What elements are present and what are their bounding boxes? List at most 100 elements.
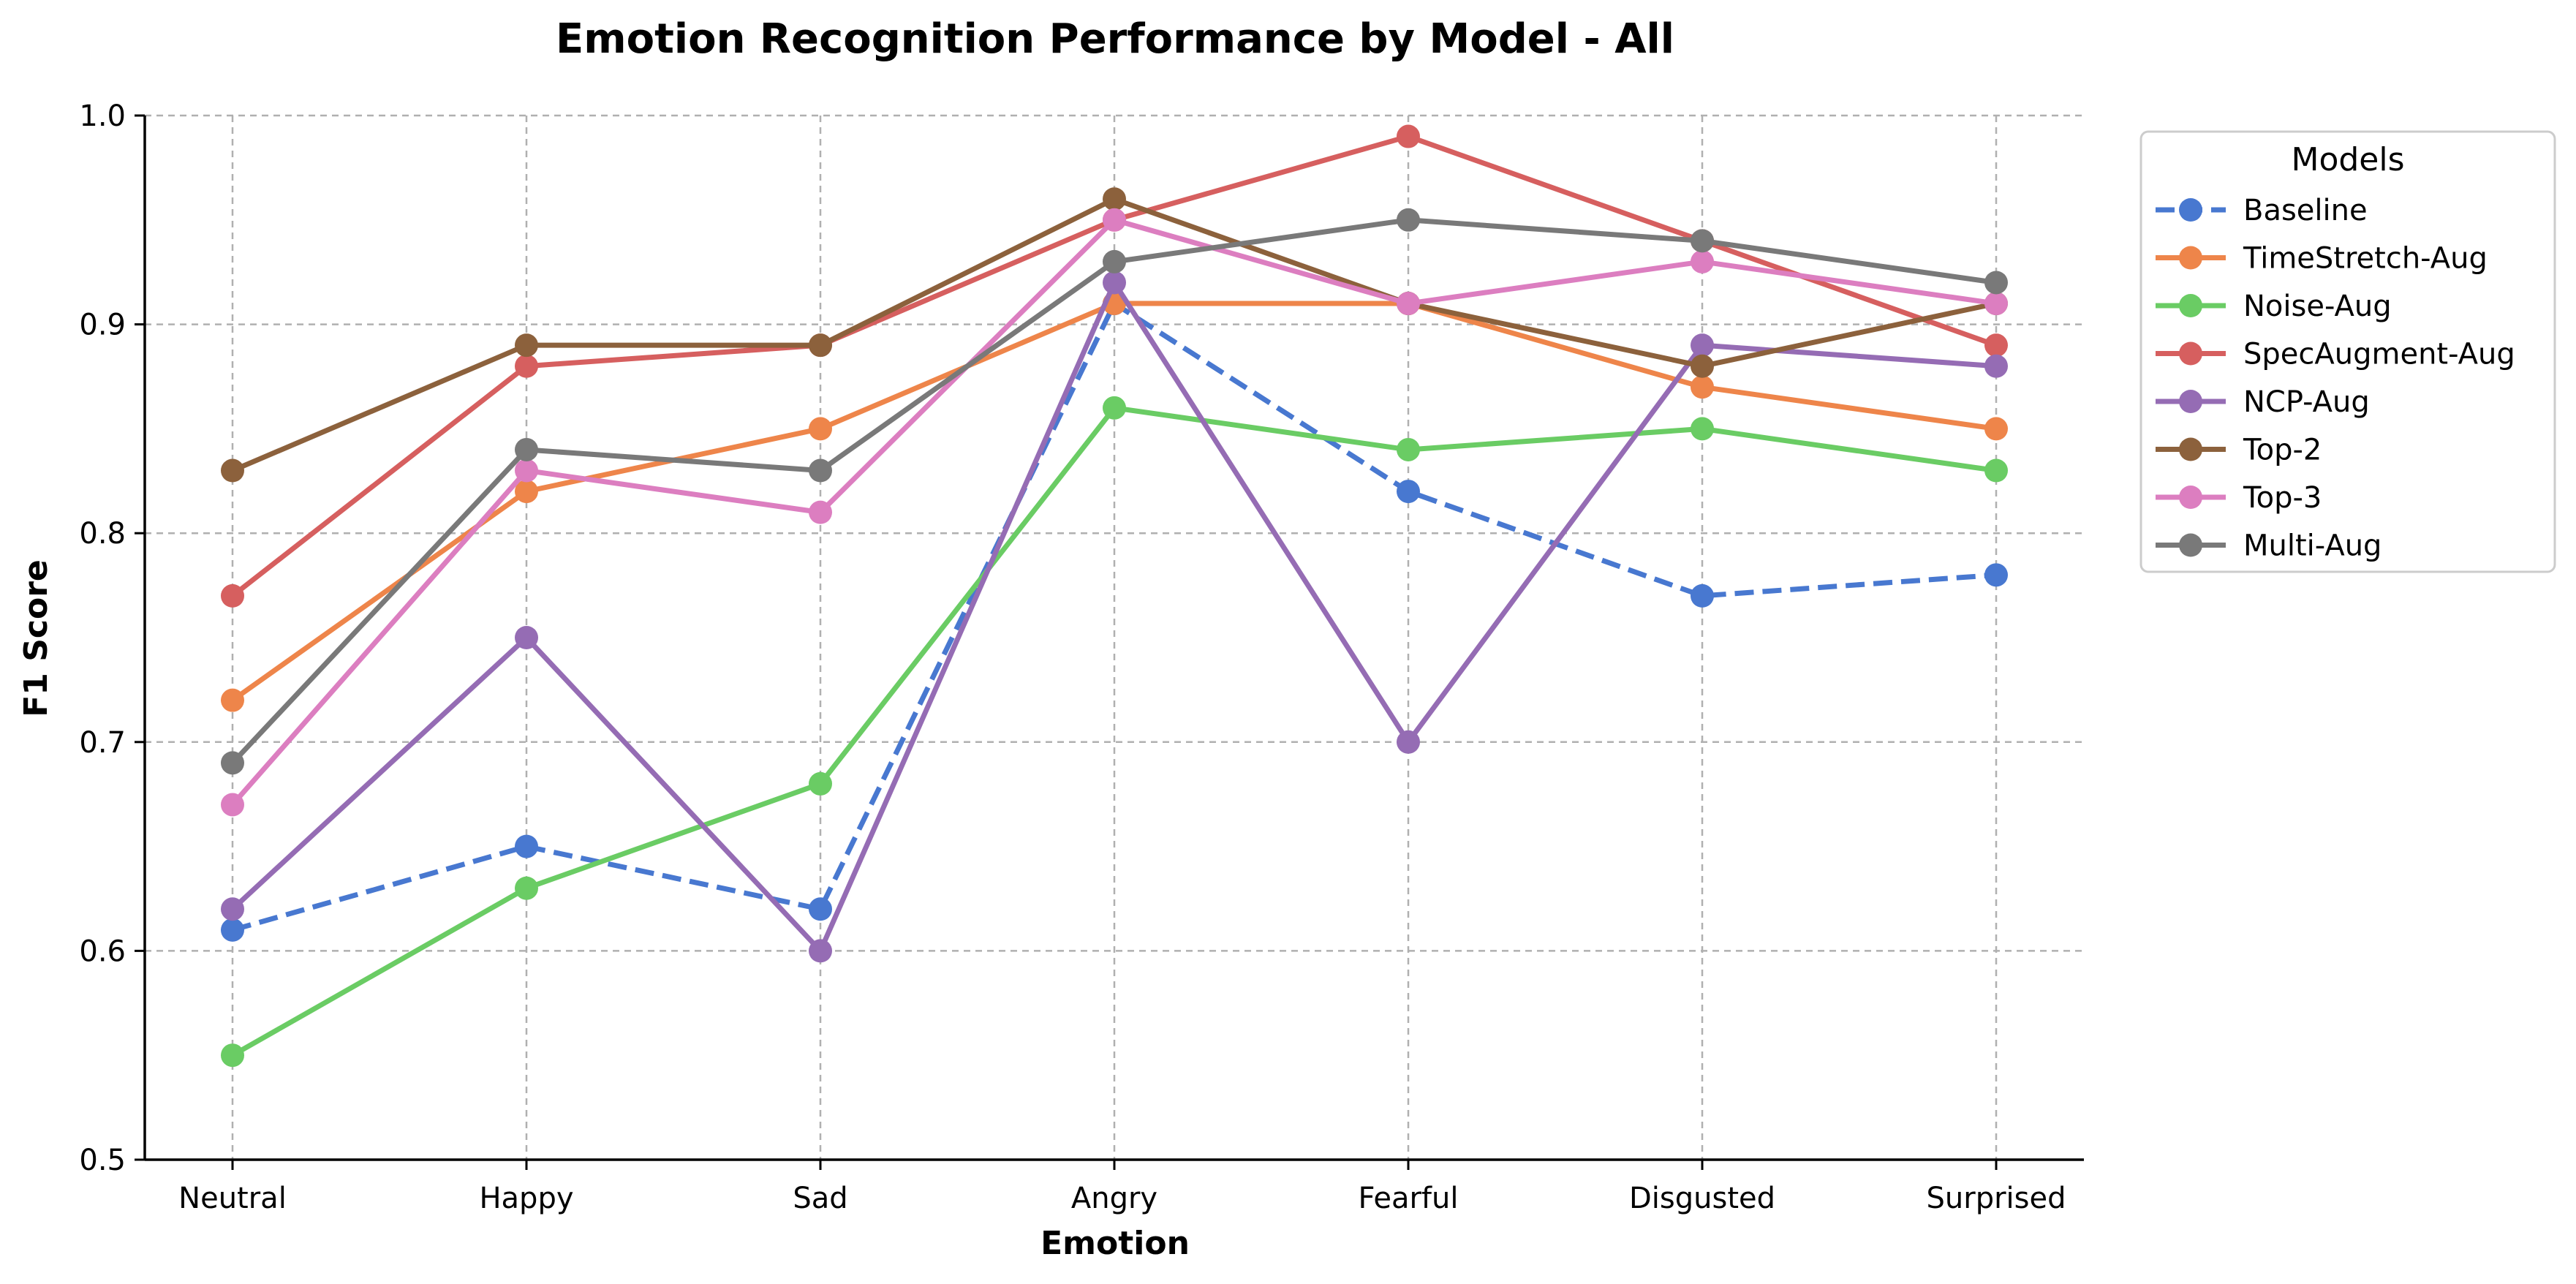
data-point <box>1691 584 1714 608</box>
x-tick-label: Angry <box>1071 1182 1157 1215</box>
legend-label: Top-3 <box>2243 481 2322 515</box>
data-point <box>1691 354 1714 378</box>
y-axis-label: F1 Score <box>18 559 55 717</box>
data-point <box>1984 271 2008 295</box>
data-point <box>1103 249 1126 273</box>
data-point <box>809 771 832 796</box>
y-tick-label: 0.9 <box>79 309 126 342</box>
y-tick-label: 0.6 <box>79 934 126 968</box>
data-point <box>221 793 244 817</box>
series-ncp-aug <box>221 271 2008 963</box>
legend-marker <box>2179 246 2202 270</box>
data-point <box>1984 354 2008 378</box>
legend-frame <box>2139 130 2556 573</box>
series-line <box>231 196 1997 473</box>
data-point <box>515 834 538 858</box>
data-point <box>1984 417 2008 441</box>
legend-entry: Top-2 <box>2156 434 2322 467</box>
data-point <box>1103 396 1126 420</box>
data-point <box>221 751 244 775</box>
legend-entry: NCP-Aug <box>2156 385 2370 419</box>
data-point <box>515 480 538 504</box>
legend-label: Noise-Aug <box>2243 290 2392 323</box>
legend-marker <box>2179 294 2202 317</box>
data-point <box>515 354 538 378</box>
x-tick-label: Disgusted <box>1629 1182 1775 1215</box>
series-noise-aug <box>221 396 2008 1068</box>
data-point <box>809 939 832 963</box>
series-top-3 <box>221 208 2008 817</box>
data-point <box>515 437 538 461</box>
chart-title: Emotion Recognition Performance by Model… <box>556 15 1674 63</box>
legend-marker <box>2179 437 2202 461</box>
data-point <box>221 458 244 483</box>
legend-entry: TimeStretch-Aug <box>2156 242 2488 276</box>
y-tick-label: 0.5 <box>79 1144 126 1177</box>
data-point <box>1691 417 1714 441</box>
data-point <box>1103 208 1126 232</box>
x-tick-label: Sad <box>793 1182 847 1215</box>
data-point <box>1397 208 1420 232</box>
data-point <box>1691 249 1714 273</box>
data-point <box>515 626 538 649</box>
legend: Models Baseline TimeStretch-Aug Noise-Aug S… <box>2139 130 2556 573</box>
legend-label: Baseline <box>2243 194 2368 227</box>
legend-title: Models <box>2291 141 2404 178</box>
legend-marker <box>2179 341 2202 366</box>
data-point <box>221 918 244 942</box>
y-tick-label: 0.8 <box>79 517 126 551</box>
axes-layer: 0.5 0.6 0.7 0.8 0.9 1.0 Neutral Happy Sad Angry Fe… <box>79 99 2084 1215</box>
data-point <box>809 417 832 441</box>
legend-label: TimeStretch-Aug <box>2243 242 2488 276</box>
legend-entry: SpecAugment-Aug <box>2156 338 2515 371</box>
series-line <box>230 279 1997 953</box>
legend-label: Top-2 <box>2243 434 2322 467</box>
x-tick-label: Neutral <box>178 1182 287 1215</box>
legend-label: SpecAugment-Aug <box>2243 338 2515 371</box>
data-point <box>221 1043 244 1068</box>
data-point <box>515 876 538 900</box>
data-point <box>1103 187 1126 211</box>
data-point <box>1397 730 1420 754</box>
x-axis-label: Emotion <box>1040 1225 1190 1262</box>
x-tick-label: Happy <box>479 1182 573 1215</box>
data-point <box>1397 480 1420 504</box>
data-point <box>1984 292 2008 316</box>
data-point <box>1397 437 1420 461</box>
data-point <box>809 500 832 524</box>
data-point <box>809 333 832 358</box>
legend-marker <box>2179 390 2202 413</box>
data-point <box>221 688 244 712</box>
data-point <box>1984 563 2008 587</box>
y-tick-label: 1.0 <box>79 99 126 133</box>
legend-entry: Top-3 <box>2156 481 2322 515</box>
data-point <box>1984 333 2008 358</box>
data-point <box>1397 124 1420 148</box>
data-point <box>1691 229 1714 253</box>
legend-label: NCP-Aug <box>2243 385 2370 419</box>
legend-label: Multi-Aug <box>2243 529 2382 563</box>
series-layer <box>221 124 2008 1068</box>
legend-entry: Baseline <box>2156 194 2368 227</box>
x-tick-label: Surprised <box>1927 1182 2066 1215</box>
data-point <box>1984 458 2008 483</box>
data-point <box>1103 271 1126 295</box>
legend-marker <box>2179 486 2202 509</box>
data-point <box>1691 375 1714 399</box>
data-point <box>515 333 538 358</box>
data-point <box>1691 333 1714 358</box>
data-point <box>1397 292 1420 316</box>
data-point <box>515 458 538 483</box>
series-multi-aug <box>221 208 2008 775</box>
legend-entry: Multi-Aug <box>2156 529 2382 563</box>
legend-entry: Noise-Aug <box>2156 290 2392 323</box>
x-tick-label: Fearful <box>1359 1182 1459 1215</box>
legend-marker <box>2179 198 2202 222</box>
data-point <box>221 584 244 608</box>
legend-items: Baseline TimeStretch-Aug Noise-Aug SpecAugm… <box>2156 194 2515 563</box>
data-point <box>809 458 832 483</box>
y-tick-label: 0.7 <box>79 726 126 760</box>
legend-marker <box>2179 533 2202 557</box>
data-point <box>221 897 244 921</box>
